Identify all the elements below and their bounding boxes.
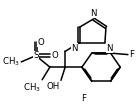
Text: O: O [52, 51, 58, 60]
Text: CH$_3$: CH$_3$ [2, 56, 20, 68]
Text: N: N [106, 44, 113, 53]
Text: S: S [33, 51, 39, 60]
Text: F: F [82, 94, 86, 103]
Text: O: O [38, 38, 44, 47]
Text: N: N [71, 44, 78, 53]
Text: N: N [90, 9, 97, 17]
Text: F: F [129, 50, 134, 59]
Text: OH: OH [47, 82, 60, 91]
Text: CH$_3$: CH$_3$ [23, 81, 41, 94]
